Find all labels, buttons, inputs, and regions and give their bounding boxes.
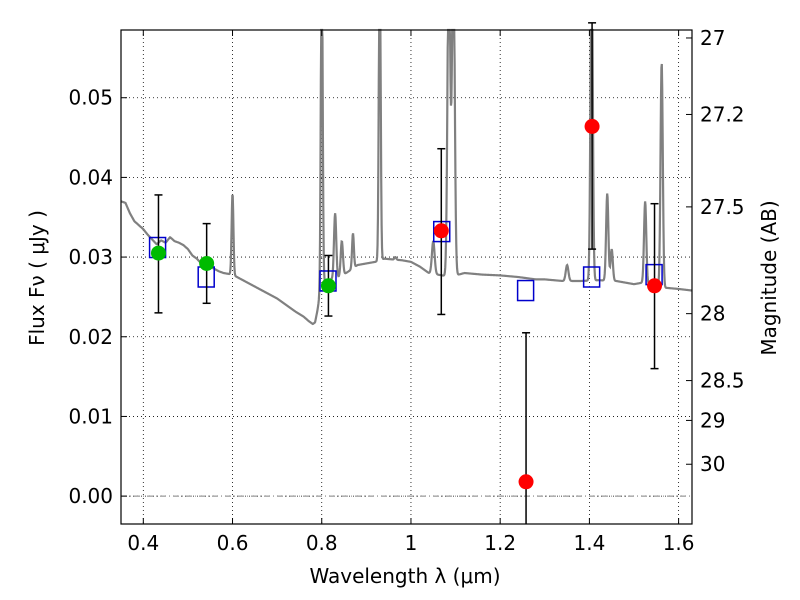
x-tick-label: 1.6	[663, 531, 695, 555]
observed-points	[150, 22, 663, 524]
model-point	[582, 266, 601, 288]
y2-tick-label: 27.2	[700, 102, 745, 126]
y2-tick-label: 29	[700, 408, 725, 432]
y-tick-label: 0.01	[68, 404, 113, 428]
spectrum	[120, 28, 693, 326]
x-tick-label: 0.8	[306, 531, 338, 555]
observed-point	[320, 278, 336, 294]
y-axis-label: Flux Fν ( μJy )	[25, 210, 49, 346]
observed-point	[199, 255, 215, 271]
y2-tick-label: 30	[700, 452, 725, 476]
y-tick-label: 0.00	[68, 484, 113, 508]
observed-point	[518, 474, 534, 490]
model-point	[516, 279, 535, 302]
x-tick-label: 0.6	[217, 531, 249, 555]
y-tick-label: 0.02	[68, 325, 113, 349]
y-tick-label: 0.04	[68, 165, 113, 189]
observed-point	[647, 278, 663, 294]
y2-tick-label: 27	[700, 26, 725, 50]
y-tick-label: 0.03	[68, 245, 113, 269]
observed-point	[150, 245, 166, 261]
x-tick-label: 0.4	[127, 531, 159, 555]
y2-tick-label: 27.5	[700, 195, 745, 219]
axes: 0.4 0.6 0.8 1 1.2 1.4 1.6 0.00 0.01 0.02 0.03 0.04 0…	[68, 26, 744, 555]
y2-tick-label: 28	[700, 302, 725, 326]
x-tick-label: 1	[405, 531, 418, 555]
y2-tick-label: 28.5	[700, 369, 745, 393]
plot-frame	[120, 29, 693, 525]
y2-axis-label: Magnitude (AB)	[757, 200, 781, 355]
x-tick-label: 1.4	[573, 531, 605, 555]
x-tick-label: 1.2	[484, 531, 516, 555]
observed-point	[433, 223, 449, 239]
y-tick-label: 0.05	[68, 86, 113, 110]
observed-point	[584, 118, 600, 134]
x-axis-label: Wavelength λ (μm)	[309, 564, 500, 588]
spectrum-line	[120, 28, 693, 326]
